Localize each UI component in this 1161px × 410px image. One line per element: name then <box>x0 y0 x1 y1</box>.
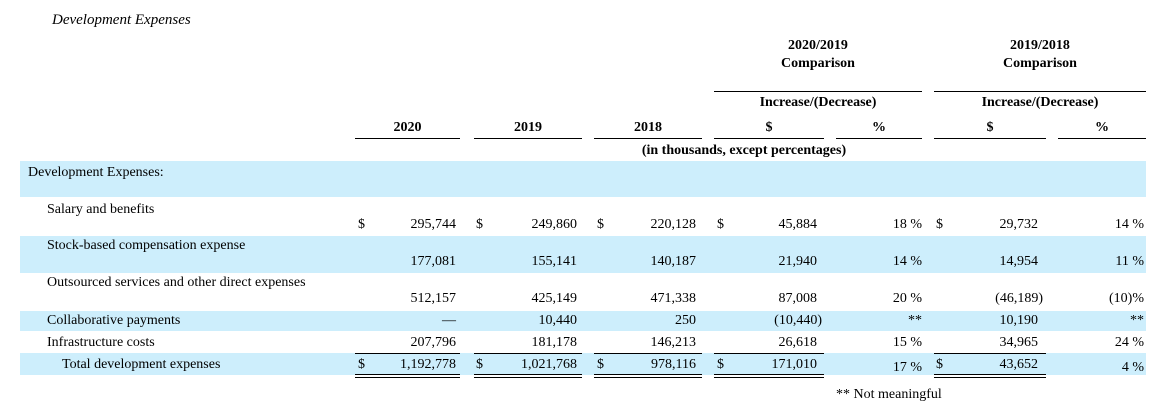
cell-change-dollar-1: 26,618 <box>778 335 818 350</box>
cell-2018: 250 <box>675 313 696 328</box>
header-rule-dollar-2 <box>934 138 1046 139</box>
subtotal-rule <box>934 353 1046 354</box>
subtotal-rule <box>355 353 460 354</box>
cell-change-percent-1: 20 % <box>892 291 922 306</box>
total-double-rule <box>934 374 1046 378</box>
comparison-2020-2019-year-heading: 2020/2019 <box>788 38 848 53</box>
cell-2018: 140,187 <box>650 254 697 269</box>
dollar-heading-2: $ <box>986 120 994 135</box>
row-band-collaborative <box>20 311 1146 331</box>
cell-change-dollar-1: 171,010 <box>771 357 818 372</box>
increase-decrease-heading-1: Increase/(Decrease) <box>759 95 877 110</box>
cell-2018: 146,213 <box>650 335 697 350</box>
currency-symbol: $ <box>358 357 365 372</box>
currency-symbol: $ <box>476 217 483 232</box>
year-2018-heading: 2018 <box>634 120 662 135</box>
header-rule-2020 <box>355 138 460 139</box>
cell-change-percent-2: 11 % <box>1115 254 1144 269</box>
currency-symbol: $ <box>717 357 724 372</box>
cell-2019: 10,440 <box>538 313 578 328</box>
cell-2019: 249,860 <box>531 217 578 232</box>
subtotal-rule <box>594 353 702 354</box>
comparison-2020-2019-heading: Comparison <box>781 56 855 71</box>
cell-change-dollar-2: 10,190 <box>999 313 1039 328</box>
comparison-2019-2018-heading: Comparison <box>1003 56 1077 71</box>
row-band-total <box>20 353 1146 375</box>
row-label-stock-based: Stock-based compensation expense <box>47 238 246 253</box>
header-rule-percent-2 <box>1058 138 1146 139</box>
cell-change-percent-1: 17 % <box>892 360 922 375</box>
cell-change-percent-2: 24 % <box>1114 335 1144 350</box>
comparison-2019-2018-year-heading: 2019/2018 <box>1010 38 1070 53</box>
cell-change-percent-2: ** <box>1130 313 1144 328</box>
section-band <box>20 161 1146 197</box>
row-label-infrastructure: Infrastructure costs <box>47 335 155 350</box>
cell-change-percent-2: (10)% <box>1109 291 1144 306</box>
header-rule-dollar-1 <box>714 138 824 139</box>
total-double-rule <box>714 374 824 378</box>
cell-2020: 207,796 <box>410 335 457 350</box>
cell-change-dollar-1: 21,940 <box>778 254 818 269</box>
cell-change-percent-2: 14 % <box>1114 217 1144 232</box>
subtotal-rule <box>714 353 824 354</box>
row-band-stock-based <box>20 236 1146 273</box>
cell-change-percent-1: 18 % <box>892 217 922 232</box>
currency-symbol: $ <box>597 217 604 232</box>
cell-change-dollar-2: 43,652 <box>999 357 1039 372</box>
cell-2018: 978,116 <box>651 357 696 372</box>
cell-change-dollar-1: (10,440) <box>774 313 822 328</box>
cell-2020: — <box>442 313 456 328</box>
cell-change-dollar-2: 14,954 <box>999 254 1039 269</box>
total-double-rule <box>474 374 582 378</box>
increase-decrease-heading-2: Increase/(Decrease) <box>981 95 1099 110</box>
units-note: (in thousands, except percentages) <box>641 143 847 158</box>
header-rule-2019 <box>474 138 582 139</box>
subtotal-rule <box>474 353 582 354</box>
cell-2019: 425,149 <box>531 291 578 306</box>
cell-2020: 295,744 <box>410 217 457 232</box>
row-label-total: Total development expenses <box>62 357 221 372</box>
cell-change-percent-1: 15 % <box>892 335 922 350</box>
currency-symbol: $ <box>936 217 943 232</box>
total-double-rule <box>594 374 702 378</box>
cell-2018: 220,128 <box>650 217 697 232</box>
cell-2019: 1,021,768 <box>521 357 577 372</box>
header-rule-2018 <box>594 138 702 139</box>
cell-change-percent-1: 14 % <box>892 254 922 269</box>
percent-heading-2: % <box>1095 120 1109 135</box>
comparison-2-rule <box>934 91 1146 92</box>
cell-change-dollar-2: 34,965 <box>999 335 1039 350</box>
cell-2018: 471,338 <box>650 291 697 306</box>
cell-2019: 155,141 <box>531 254 578 269</box>
cell-2020: 177,081 <box>410 254 457 269</box>
cell-change-dollar-1: 45,884 <box>778 217 818 232</box>
year-2019-heading: 2019 <box>514 120 542 135</box>
cell-change-dollar-2: 29,732 <box>999 217 1039 232</box>
cell-change-dollar-1: 87,008 <box>778 291 818 306</box>
cell-change-percent-1: ** <box>908 313 922 328</box>
row-label-salary: Salary and benefits <box>47 202 155 217</box>
cell-2020: 1,192,778 <box>400 357 456 372</box>
currency-symbol: $ <box>358 217 365 232</box>
currency-symbol: $ <box>597 357 604 372</box>
footnote: ** Not meaningful <box>836 387 942 402</box>
header-rule-percent-1 <box>836 138 922 139</box>
page-title: Development Expenses <box>52 12 191 28</box>
section-label: Development Expenses: <box>28 165 164 180</box>
year-2020-heading: 2020 <box>393 120 422 135</box>
dollar-heading-1: $ <box>765 120 773 135</box>
row-label-outsourced: Outsourced services and other direct exp… <box>47 275 306 290</box>
comparison-1-rule <box>714 91 922 92</box>
currency-symbol: $ <box>936 357 943 372</box>
currency-symbol: $ <box>717 217 724 232</box>
total-double-rule <box>355 374 460 378</box>
cell-2019: 181,178 <box>531 335 578 350</box>
currency-symbol: $ <box>476 357 483 372</box>
percent-heading-1: % <box>872 120 886 135</box>
row-label-collaborative: Collaborative payments <box>47 313 181 328</box>
cell-change-dollar-2: (46,189) <box>995 291 1043 306</box>
cell-2020: 512,157 <box>410 291 457 306</box>
cell-change-percent-2: 4 % <box>1121 360 1144 375</box>
